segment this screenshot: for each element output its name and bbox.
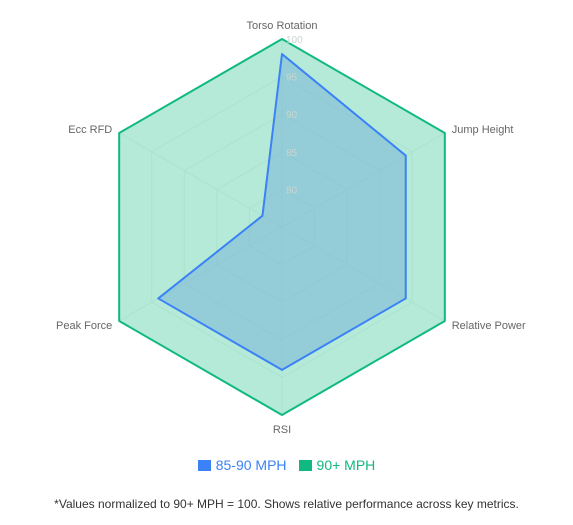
- legend-label: 90+ MPH: [316, 457, 376, 473]
- axis-label: Ecc RFD: [68, 124, 112, 136]
- axis-labels: Torso Rotation Jump Height Relative Power R…: [56, 20, 526, 436]
- radial-tick-label: 85: [286, 148, 298, 159]
- chart-legend: 85-90 MPH 90+ MPH: [0, 457, 573, 473]
- axis-label: Torso Rotation: [247, 20, 318, 32]
- series-polygon-85-90-mph: [157, 53, 407, 371]
- axis-label: Peak Force: [56, 320, 112, 332]
- radial-tick-label: 90: [286, 110, 298, 121]
- radial-tick-label: 80: [286, 185, 298, 196]
- radial-tick-label: 95: [286, 73, 298, 84]
- axis-label: Jump Height: [452, 124, 514, 136]
- radial-tick-label: 100: [286, 35, 303, 46]
- radial-tick-labels: 80 85 90 95 100: [286, 35, 303, 196]
- axis-label: Relative Power: [452, 320, 526, 332]
- radar-chart: 80 85 90 95 100 Torso Rotation Jump Height Rel…: [56, 20, 526, 436]
- legend-item-90-mph[interactable]: 90+ MPH: [298, 457, 376, 473]
- legend-item-85-90-mph[interactable]: 85-90 MPH: [197, 457, 287, 473]
- legend-label: 85-90 MPH: [215, 457, 287, 473]
- legend-swatch: [298, 459, 312, 471]
- chart-footnote: *Values normalized to 90+ MPH = 100. Sho…: [54, 497, 519, 511]
- radar-series-layer: [118, 38, 446, 416]
- legend-swatch: [197, 459, 211, 471]
- axis-label: RSI: [273, 424, 291, 436]
